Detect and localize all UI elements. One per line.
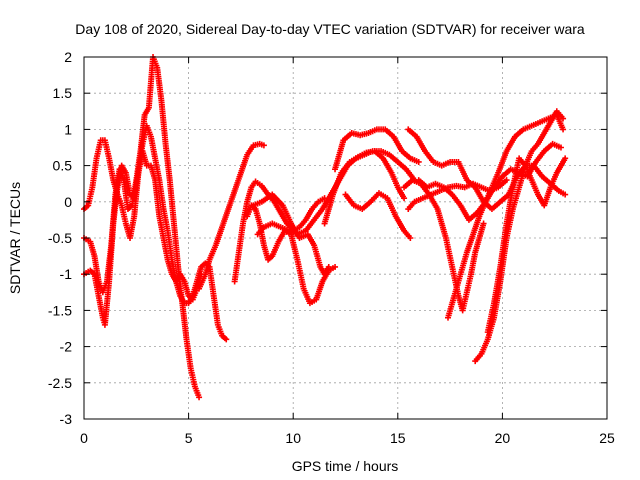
series-s16 (445, 111, 567, 321)
data-point (196, 394, 203, 401)
y-axis-title: SDTVAR / TECUs (7, 182, 23, 294)
y-tick-label: 1 (64, 121, 72, 137)
series-line (83, 56, 200, 398)
data-point (332, 263, 339, 270)
data-point (260, 142, 267, 149)
series-s4 (196, 140, 267, 292)
y-tick-label: 1.5 (53, 85, 73, 101)
x-tick-label: 25 (599, 430, 615, 446)
series-s5 (231, 178, 328, 285)
series-s2 (81, 54, 203, 401)
y-tick-label: 2 (64, 49, 72, 65)
x-tick-label: 20 (495, 430, 511, 446)
series-s11 (342, 190, 414, 241)
data-point (480, 220, 487, 227)
series-layer (81, 54, 569, 401)
series-line (345, 192, 411, 239)
data-point (557, 144, 564, 151)
x-tick-labels: 0 5 10 15 20 25 (80, 430, 615, 446)
y-tick-label: 0 (64, 194, 72, 210)
data-point (560, 126, 567, 133)
y-tick-label: 0.5 (53, 158, 73, 174)
y-tick-label: -3 (60, 411, 73, 427)
data-point (401, 195, 408, 202)
series-s13 (401, 177, 487, 314)
series-s8 (254, 148, 418, 238)
y-tick-label: -2 (60, 339, 73, 355)
series-s7 (250, 191, 332, 278)
y-tick-label: -1.5 (48, 302, 72, 318)
x-tick-label: 15 (390, 430, 406, 446)
series-s3 (81, 148, 205, 328)
y-tick-label: -2.5 (48, 375, 72, 391)
x-tick-label: 0 (80, 430, 88, 446)
data-point (407, 235, 414, 241)
data-point (503, 177, 510, 184)
x-axis-title: GPS time / hours (292, 458, 399, 474)
data-point (560, 115, 567, 122)
data-point (562, 191, 569, 198)
data-point (415, 158, 422, 165)
axis-ticks (83, 56, 608, 420)
data-point (223, 336, 230, 343)
y-tick-labels: 2 1.5 1 0.5 0 -0.5 -1 -1.5 -2 -2.5 -3 (48, 49, 72, 427)
data-point (562, 155, 569, 162)
y-tick-label: -0.5 (48, 230, 72, 246)
y-tick-label: -1 (60, 266, 73, 282)
series-s9 (321, 148, 408, 227)
data-point (325, 263, 332, 270)
chart-title: Day 108 of 2020, Sidereal Day-to-day VTE… (75, 21, 585, 37)
x-tick-label: 5 (185, 430, 193, 446)
series-s10 (332, 126, 422, 173)
x-tick-label: 10 (285, 430, 301, 446)
series-s18 (484, 155, 569, 336)
